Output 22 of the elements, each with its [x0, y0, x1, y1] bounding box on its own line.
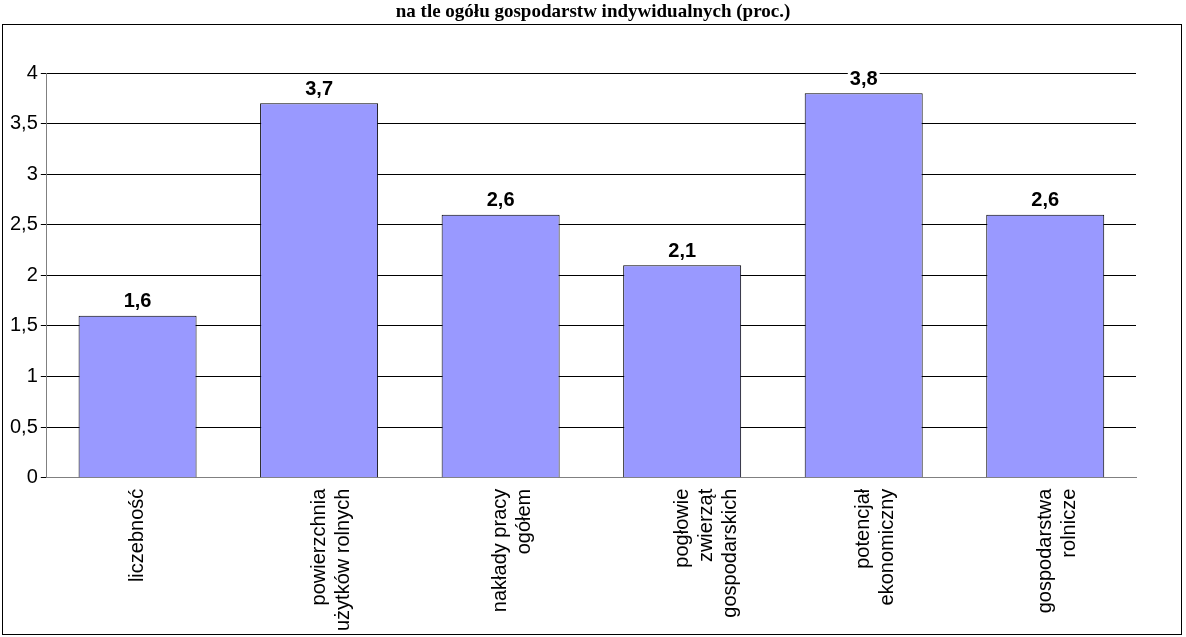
data-label: 1,6: [123, 289, 152, 312]
y-tick-label: 1: [26, 364, 38, 387]
y-tick-label: 0: [26, 465, 38, 488]
x-tick-label: pogłowie zwierząt gospodarskich: [669, 488, 740, 618]
x-tick-label: powierzchnia użytków rolnych: [306, 487, 353, 632]
y-tick-label: 3,5: [9, 111, 38, 134]
data-label: 3,7: [305, 76, 334, 99]
x-tick-label: liczebność: [125, 488, 148, 583]
y-tick-label: 2: [26, 262, 38, 285]
data-label: 3,8: [849, 66, 878, 89]
data-label: 2,1: [668, 238, 697, 261]
y-tick-label: 1,5: [9, 313, 38, 336]
data-label: 2,6: [486, 188, 515, 211]
x-tick-label: potencjał ekonomiczny: [851, 488, 898, 606]
x-tick-label: nakłady pracy ogółem: [488, 488, 535, 613]
chart-title: na tle ogółu gospodarstw indywidualnych (proc.): [394, 0, 792, 22]
y-tick-label: 0,5: [9, 414, 38, 437]
y-tick-label: 3: [26, 161, 38, 184]
y-tick-label: 4: [26, 60, 38, 83]
x-tick-label: gospodarstwa rolnicze: [1032, 487, 1079, 614]
data-label: 2,6: [1031, 188, 1060, 211]
y-tick-label: 2,5: [9, 212, 38, 235]
